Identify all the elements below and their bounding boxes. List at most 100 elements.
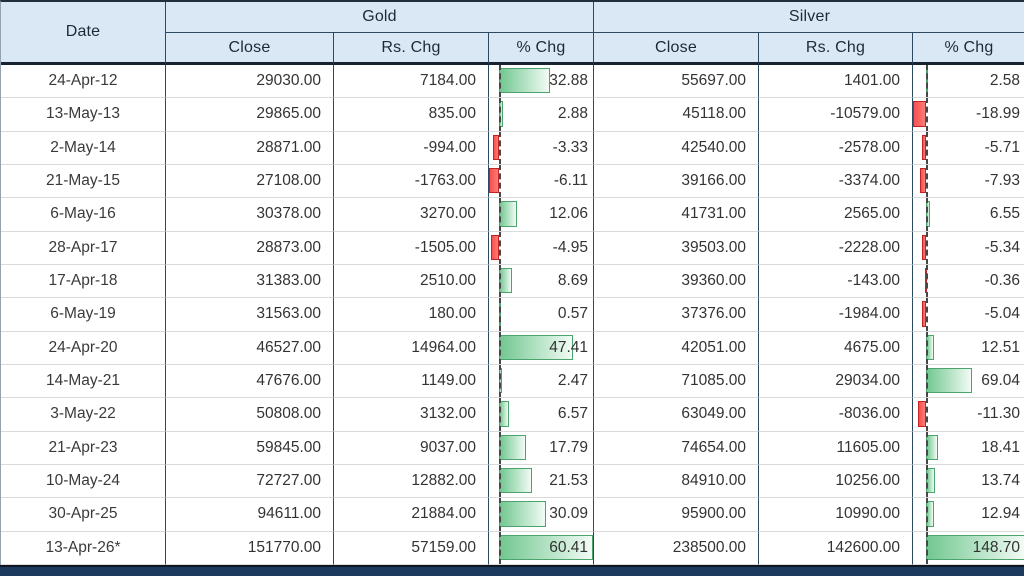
- table-cell-gold-close-value: 46527.00: [256, 338, 321, 356]
- table-cell-gold-rs-chg-value: 180.00: [428, 305, 476, 323]
- bar-axis-line: [498, 464, 501, 498]
- table-cell-gold-close-value: 28873.00: [256, 238, 321, 256]
- silver-rs-chg-header: Rs. Chg: [759, 33, 913, 65]
- table-cell-silver-pct-chg-value: -5.04: [984, 305, 1020, 323]
- table-cell-gold-rs-chg: 3270.00: [334, 198, 489, 232]
- table-cell-silver-pct-chg: -0.36: [913, 264, 1024, 299]
- table-cell-silver-close: 71085.00: [594, 364, 759, 399]
- table-cell-silver-rs-chg: -2228.00: [759, 231, 913, 265]
- table-cell-silver-pct-chg-value: 18.41: [981, 438, 1020, 456]
- table-cell-silver-close-value: 39166.00: [681, 172, 746, 190]
- table-cell-silver-pct-chg: 148.70: [913, 531, 1024, 565]
- negative-data-bar: [921, 134, 926, 160]
- bar-axis-line: [498, 364, 501, 398]
- table-cell-gold-pct-chg-value: 12.06: [549, 205, 588, 223]
- table-cell-gold-close: 27108.00: [166, 164, 334, 199]
- table-cell-silver-close: 63049.00: [594, 398, 759, 432]
- table-cell-silver-pct-chg: 12.94: [913, 498, 1024, 532]
- positive-data-bar: [498, 434, 527, 460]
- table-cell-gold-close-value: 31383.00: [256, 272, 321, 290]
- table-cell-silver-pct-chg-value: 13.74: [981, 472, 1020, 490]
- table-cell-gold-close: 28873.00: [166, 231, 334, 265]
- positive-data-bar: [498, 334, 573, 360]
- gold-close-header: Close: [166, 33, 334, 65]
- negative-data-bar: [918, 401, 926, 427]
- table-cell-silver-rs-chg: 10256.00: [759, 464, 913, 499]
- bar-axis-line: [925, 431, 928, 464]
- table-cell-gold-pct-chg: 30.09: [489, 498, 594, 532]
- table-cell-gold-pct-chg: 12.06: [489, 198, 594, 232]
- table-cell-date-value: 21-Apr-23: [48, 438, 118, 456]
- table-cell-gold-pct-chg: 17.79: [489, 431, 594, 465]
- table-cell-date: 13-Apr-26*: [1, 531, 166, 565]
- table-cell-silver-rs-chg-value: -1984.00: [838, 305, 900, 323]
- table-cell-gold-rs-chg: 57159.00: [334, 531, 489, 565]
- table-cell-silver-close: 74654.00: [594, 431, 759, 465]
- table-cell-date-value: 6-May-16: [50, 205, 116, 223]
- negative-data-bar: [913, 101, 926, 127]
- table-cell-date-value: 13-May-13: [45, 105, 121, 123]
- gold-group-header: Gold: [166, 2, 594, 33]
- table-cell-gold-close: 31563.00: [166, 298, 334, 332]
- table-cell-gold-close-value: 27108.00: [256, 172, 321, 190]
- table-cell-silver-close-value: 238500.00: [672, 538, 746, 556]
- table-cell-gold-pct-chg: 2.88: [489, 98, 594, 132]
- table-cell-date: 30-Apr-25: [1, 498, 166, 532]
- table-cell-silver-close-value: 45118.00: [682, 105, 747, 123]
- table-cell-silver-close: 42051.00: [594, 331, 759, 365]
- table-cell-date: 13-May-13: [1, 98, 166, 132]
- positive-data-bar: [498, 467, 533, 494]
- table-cell-silver-pct-chg-value: -11.30: [977, 405, 1020, 423]
- table-cell-gold-rs-chg-value: 1149.00: [421, 372, 476, 390]
- table-cell-date-value: 10-May-24: [45, 472, 121, 490]
- table-cell-silver-pct-chg: -18.99: [913, 98, 1024, 132]
- table-cell-gold-pct-chg-value: 8.69: [557, 272, 588, 290]
- bar-axis-line: [498, 98, 501, 131]
- table-cell-gold-pct-chg-value: -4.95: [552, 238, 588, 256]
- bar-axis-line: [498, 231, 501, 264]
- table-cell-gold-rs-chg: 3132.00: [334, 398, 489, 432]
- bar-axis-line: [925, 198, 928, 231]
- table-cell-silver-rs-chg: -10579.00: [759, 98, 913, 132]
- table-cell-gold-pct-chg-value: 6.57: [557, 405, 588, 423]
- table-cell-gold-pct-chg: -4.95: [489, 231, 594, 265]
- table-cell-date: 2-May-14: [1, 131, 166, 165]
- negative-data-bar: [490, 234, 499, 260]
- table-cell-gold-close: 30378.00: [166, 198, 334, 232]
- silver-pct-chg-header: % Chg: [913, 33, 1024, 65]
- table-cell-gold-pct-chg-value: 2.88: [557, 105, 588, 123]
- table-cell-silver-pct-chg-value: -18.99: [976, 105, 1020, 123]
- negative-data-bar: [920, 167, 926, 194]
- table-cell-gold-rs-chg: 1149.00: [334, 364, 489, 399]
- bar-axis-line: [925, 65, 928, 98]
- bar-axis-line: [498, 198, 501, 231]
- table-cell-gold-pct-chg-value: -3.33: [552, 138, 588, 156]
- table-cell-gold-pct-chg: -6.11: [489, 164, 594, 199]
- bar-axis-line: [498, 398, 501, 431]
- table-cell-gold-rs-chg-value: 12882.00: [411, 472, 476, 490]
- table-cell-gold-rs-chg: 180.00: [334, 298, 489, 332]
- table-cell-silver-rs-chg: -2578.00: [759, 131, 913, 165]
- table-cell-date: 21-May-15: [1, 164, 166, 199]
- table-cell-date: 14-May-21: [1, 364, 166, 399]
- bar-axis-line: [925, 264, 928, 298]
- negative-data-bar: [922, 301, 926, 327]
- table-cell-gold-close: 59845.00: [166, 431, 334, 465]
- table-cell-silver-rs-chg-value: -8036.00: [838, 405, 900, 423]
- table-cell-gold-pct-chg: 60.41: [489, 531, 594, 565]
- table-cell-gold-close-value: 94611.00: [257, 505, 322, 523]
- table-cell-silver-close: 84910.00: [594, 464, 759, 499]
- table-cell-silver-rs-chg-value: 10256.00: [835, 472, 900, 490]
- bar-axis-line: [925, 298, 928, 331]
- table-cell-silver-close: 39503.00: [594, 231, 759, 265]
- table-cell-gold-pct-chg-value: 17.79: [549, 438, 588, 456]
- table-cell-date: 24-Apr-20: [1, 331, 166, 365]
- table-cell-date-value: 24-Apr-12: [48, 72, 118, 90]
- table-cell-gold-close-value: 72727.00: [256, 472, 321, 490]
- table-cell-date: 21-Apr-23: [1, 431, 166, 465]
- bar-axis-line: [498, 65, 501, 98]
- table-cell-silver-rs-chg: 11605.00: [759, 431, 913, 465]
- table-cell-silver-close: 39166.00: [594, 164, 759, 199]
- table-cell-gold-close-value: 151770.00: [247, 538, 321, 556]
- table-cell-gold-rs-chg: 7184.00: [334, 65, 489, 99]
